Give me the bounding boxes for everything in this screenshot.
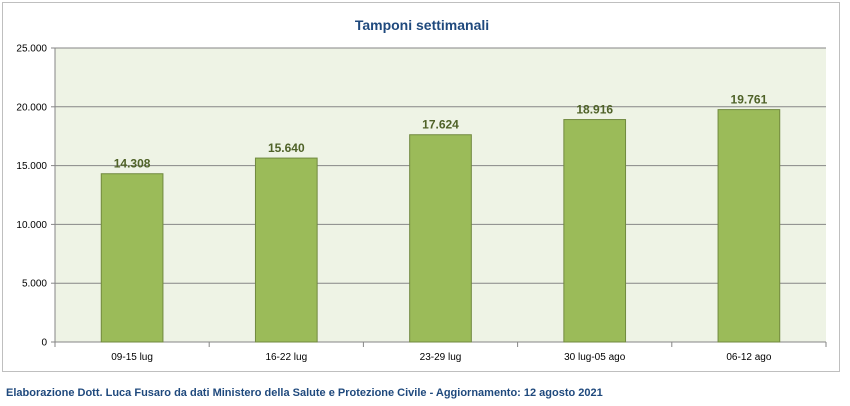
data-label: 18.916 (576, 103, 613, 117)
data-label: 19.761 (731, 93, 768, 107)
source-caption: Elaborazione Dott. Luca Fusaro da dati M… (6, 387, 603, 399)
x-tick-label: 23-29 lug (420, 352, 462, 363)
x-tick-label: 09-15 lug (111, 352, 153, 363)
data-label: 14.308 (114, 157, 151, 171)
y-tick-label: 15.000 (16, 161, 47, 172)
bar-16-22-lug (254, 157, 318, 343)
y-tick-label: 0 (41, 338, 47, 349)
x-tick-label: 16-22 lug (265, 352, 307, 363)
y-tick-label: 20.000 (16, 102, 47, 113)
y-tick-label: 10.000 (16, 220, 47, 231)
data-label: 15.640 (268, 141, 305, 155)
chart-frame: Tamponi settimanali 0 5.000 10.000 15.000 20… (2, 2, 840, 372)
bar-09-15-lug (100, 173, 164, 343)
chart-title: Tamponi settimanali (354, 17, 490, 33)
bar-30-lug-05-ago (563, 119, 627, 343)
data-label: 17.624 (422, 118, 459, 132)
bar-chart: 0 5.000 10.000 15.000 20.000 25.000 14.308 09-1… (16, 44, 827, 363)
y-tick-label: 25.000 (16, 44, 47, 55)
bar-23-29-lug (409, 134, 472, 343)
x-tick-label: 06-12 ago (726, 352, 771, 363)
bar-06-12-ago (717, 109, 781, 343)
x-tick-label: 30 lug-05 ago (564, 352, 626, 363)
y-tick-label: 5.000 (22, 279, 47, 290)
